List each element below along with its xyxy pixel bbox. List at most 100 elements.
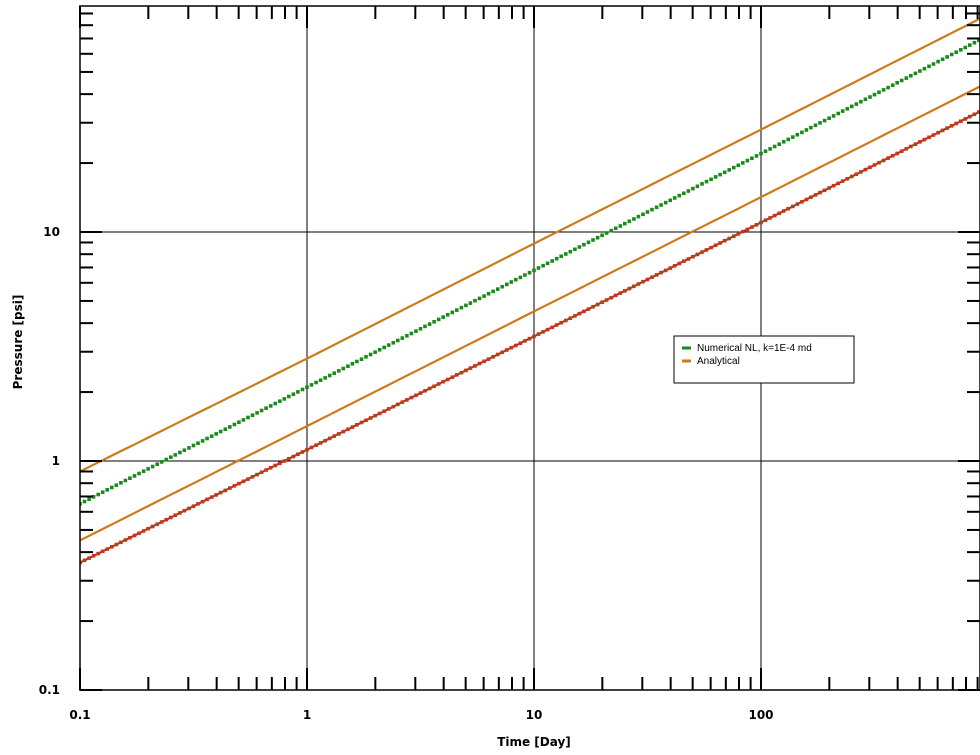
series-marker-0 (586, 240, 591, 245)
series-marker-0 (754, 154, 759, 158)
series-marker-2 (468, 366, 473, 370)
series-marker-2 (100, 549, 105, 554)
series-marker-2 (164, 517, 169, 522)
series-marker-2 (332, 434, 336, 438)
series-marker-2 (813, 193, 818, 197)
series-marker-0 (373, 350, 377, 354)
series-marker-0 (582, 242, 586, 247)
series-marker-2 (473, 364, 477, 368)
series-marker-0 (940, 57, 945, 62)
series-marker-2 (318, 441, 323, 445)
series-marker-0 (777, 142, 781, 146)
series-marker-2 (595, 302, 600, 307)
series-marker-2 (541, 330, 545, 334)
series-marker-2 (182, 508, 187, 513)
series-marker-2 (922, 137, 927, 142)
series-marker-2 (527, 336, 532, 341)
series-marker-2 (872, 163, 877, 167)
series-marker-2 (287, 457, 291, 461)
series-marker-2 (741, 229, 745, 234)
series-marker-2 (450, 375, 455, 379)
series-marker-2 (259, 470, 264, 475)
series-marker-2 (341, 429, 346, 434)
series-marker-2 (645, 277, 650, 282)
series-marker-2 (169, 515, 173, 520)
series-marker-2 (396, 402, 400, 407)
series-marker-0 (182, 448, 187, 452)
series-marker-2 (105, 547, 109, 551)
series-marker-0 (305, 385, 309, 389)
series-marker-2 (568, 316, 573, 320)
series-marker-0 (913, 71, 918, 76)
series-marker-0 (80, 502, 82, 506)
series-marker-2 (927, 135, 931, 140)
series-marker-0 (722, 170, 727, 175)
series-marker-0 (709, 177, 713, 182)
series-marker-0 (945, 55, 949, 59)
series-marker-2 (868, 165, 872, 170)
series-marker-0 (959, 48, 963, 52)
series-marker-0 (781, 140, 786, 144)
series-marker-0 (822, 118, 827, 123)
series-marker-0 (627, 219, 632, 224)
series-marker-0 (300, 387, 305, 392)
series-marker-0 (278, 399, 282, 403)
series-marker-2 (146, 526, 150, 531)
series-marker-0 (831, 114, 836, 118)
series-marker-2 (128, 536, 132, 540)
series-marker-2 (178, 511, 182, 515)
series-marker-0 (523, 273, 527, 277)
series-marker-0 (536, 266, 541, 270)
series-marker-2 (682, 259, 686, 263)
series-marker-0 (173, 453, 178, 457)
series-marker-0 (418, 327, 423, 331)
series-marker-0 (577, 245, 582, 249)
series-marker-0 (405, 334, 409, 338)
series-marker-2 (364, 418, 368, 423)
series-marker-2 (736, 232, 741, 236)
series-marker-2 (132, 533, 137, 538)
series-marker-2 (936, 130, 940, 135)
series-marker-2 (445, 377, 450, 382)
series-marker-2 (918, 140, 922, 144)
series-marker-0 (850, 104, 854, 109)
series-marker-0 (505, 282, 509, 287)
series-marker-0 (772, 144, 777, 149)
series-marker-2 (854, 172, 859, 176)
series-marker-2 (423, 389, 427, 393)
series-marker-2 (695, 252, 700, 257)
series-marker-2 (577, 311, 582, 316)
x-tick-label: 0.1 (69, 708, 90, 722)
series-marker-2 (150, 524, 155, 529)
series-marker-2 (804, 197, 809, 202)
series-marker-2 (427, 386, 432, 391)
series-marker-0 (169, 455, 173, 459)
series-marker-2 (913, 142, 918, 146)
series-marker-0 (609, 228, 613, 233)
series-marker-2 (391, 404, 396, 409)
series-marker-2 (309, 445, 314, 450)
series-marker-0 (237, 420, 241, 424)
series-marker-2 (931, 133, 936, 137)
series-marker-2 (573, 314, 577, 318)
series-marker-2 (291, 454, 296, 459)
series-marker-2 (110, 545, 114, 549)
series-marker-2 (377, 411, 382, 416)
series-marker-0 (636, 214, 641, 219)
series-marker-0 (386, 343, 391, 347)
series-marker-2 (949, 124, 954, 128)
series-marker-0 (872, 92, 877, 97)
series-marker-2 (368, 416, 373, 420)
series-marker-0 (164, 457, 169, 462)
series-marker-0 (364, 355, 368, 359)
series-marker-2 (795, 202, 800, 206)
series-marker-0 (859, 99, 863, 104)
series-marker-2 (250, 475, 255, 479)
series-marker-2 (459, 370, 464, 375)
series-marker-0 (291, 392, 296, 396)
series-marker-0 (141, 469, 146, 473)
series-marker-2 (87, 556, 91, 560)
series-marker-0 (250, 413, 255, 417)
series-marker-0 (146, 467, 150, 471)
series-marker-0 (427, 322, 432, 326)
